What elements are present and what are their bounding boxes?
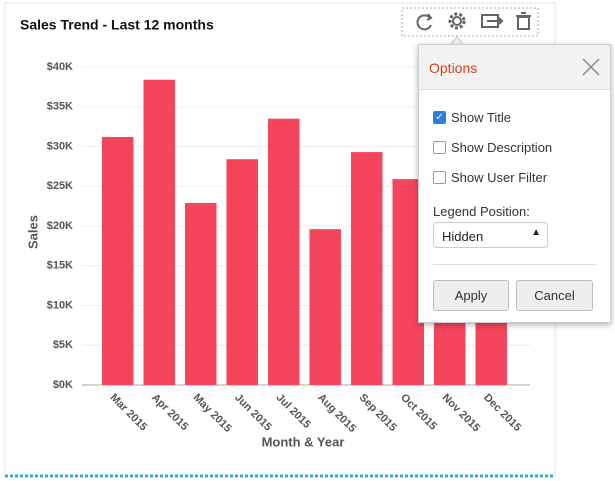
checkbox-row[interactable]: ✓ Show Title [433, 110, 511, 125]
y-tick-label: $0K [53, 379, 73, 391]
divider [433, 264, 596, 265]
x-tick-label: Dec 2015 [481, 392, 523, 434]
legend-label: Legend Position: [433, 204, 530, 219]
y-tick-label: $30K [47, 140, 73, 152]
x-axis-title: Month & Year [262, 434, 345, 449]
y-tick-label: $40K [47, 61, 73, 73]
checkbox-label: Show Description [451, 140, 553, 155]
x-tick-label: Oct 2015 [398, 392, 439, 433]
checkbox [433, 171, 446, 184]
x-tick-label: Aug 2015 [315, 392, 358, 435]
y-tick-label: $10K [47, 299, 73, 311]
y-tick-label: $35K [47, 101, 73, 113]
y-tick-label: $5K [53, 339, 73, 351]
cancel-button[interactable]: Cancel [516, 280, 593, 311]
checkbox: ✓ [433, 111, 446, 124]
bar [143, 79, 176, 385]
x-tick-label: Apr 2015 [149, 392, 190, 433]
y-tick-label: $25K [47, 180, 73, 192]
legend-select[interactable]: Hidden ▲ [433, 222, 548, 248]
bar [184, 202, 217, 385]
panel-arrow [450, 36, 464, 45]
checkbox [433, 141, 446, 154]
options-panel: Options Legend Position: Hidden ▲ Apply C… [418, 44, 611, 323]
checkbox-row[interactable]: Show Description [433, 140, 552, 155]
x-tick-label: Jun 2015 [232, 392, 274, 434]
close-button[interactable] [582, 58, 600, 76]
bar [350, 152, 383, 385]
x-tick-label: May 2015 [191, 392, 234, 435]
toolbar [401, 7, 539, 37]
x-tick-label: Mar 2015 [108, 392, 150, 434]
bar [226, 159, 259, 385]
panel-title: Options [429, 60, 478, 76]
x-tick-label: Jul 2015 [274, 392, 313, 431]
select-value: Hidden [442, 229, 484, 244]
y-axis-title: Sales [25, 215, 40, 249]
y-tick-label: $15K [47, 260, 73, 272]
y-tick-label: $20K [47, 220, 73, 232]
panel-header: Options [419, 45, 610, 90]
checkbox-label: Show User Filter [451, 170, 548, 185]
x-tick-label: Nov 2015 [440, 392, 483, 435]
apply-button[interactable]: Apply [433, 280, 509, 311]
checkbox-label: Show Title [451, 110, 511, 125]
bar [101, 136, 134, 385]
checkbox-row[interactable]: Show User Filter [433, 170, 547, 185]
bar [267, 118, 300, 386]
chart-title: Sales Trend - Last 12 months [20, 17, 214, 33]
x-tick-label: Sep 2015 [357, 392, 399, 434]
bar [309, 229, 342, 385]
toolbar-icons[interactable] [416, 12, 531, 31]
